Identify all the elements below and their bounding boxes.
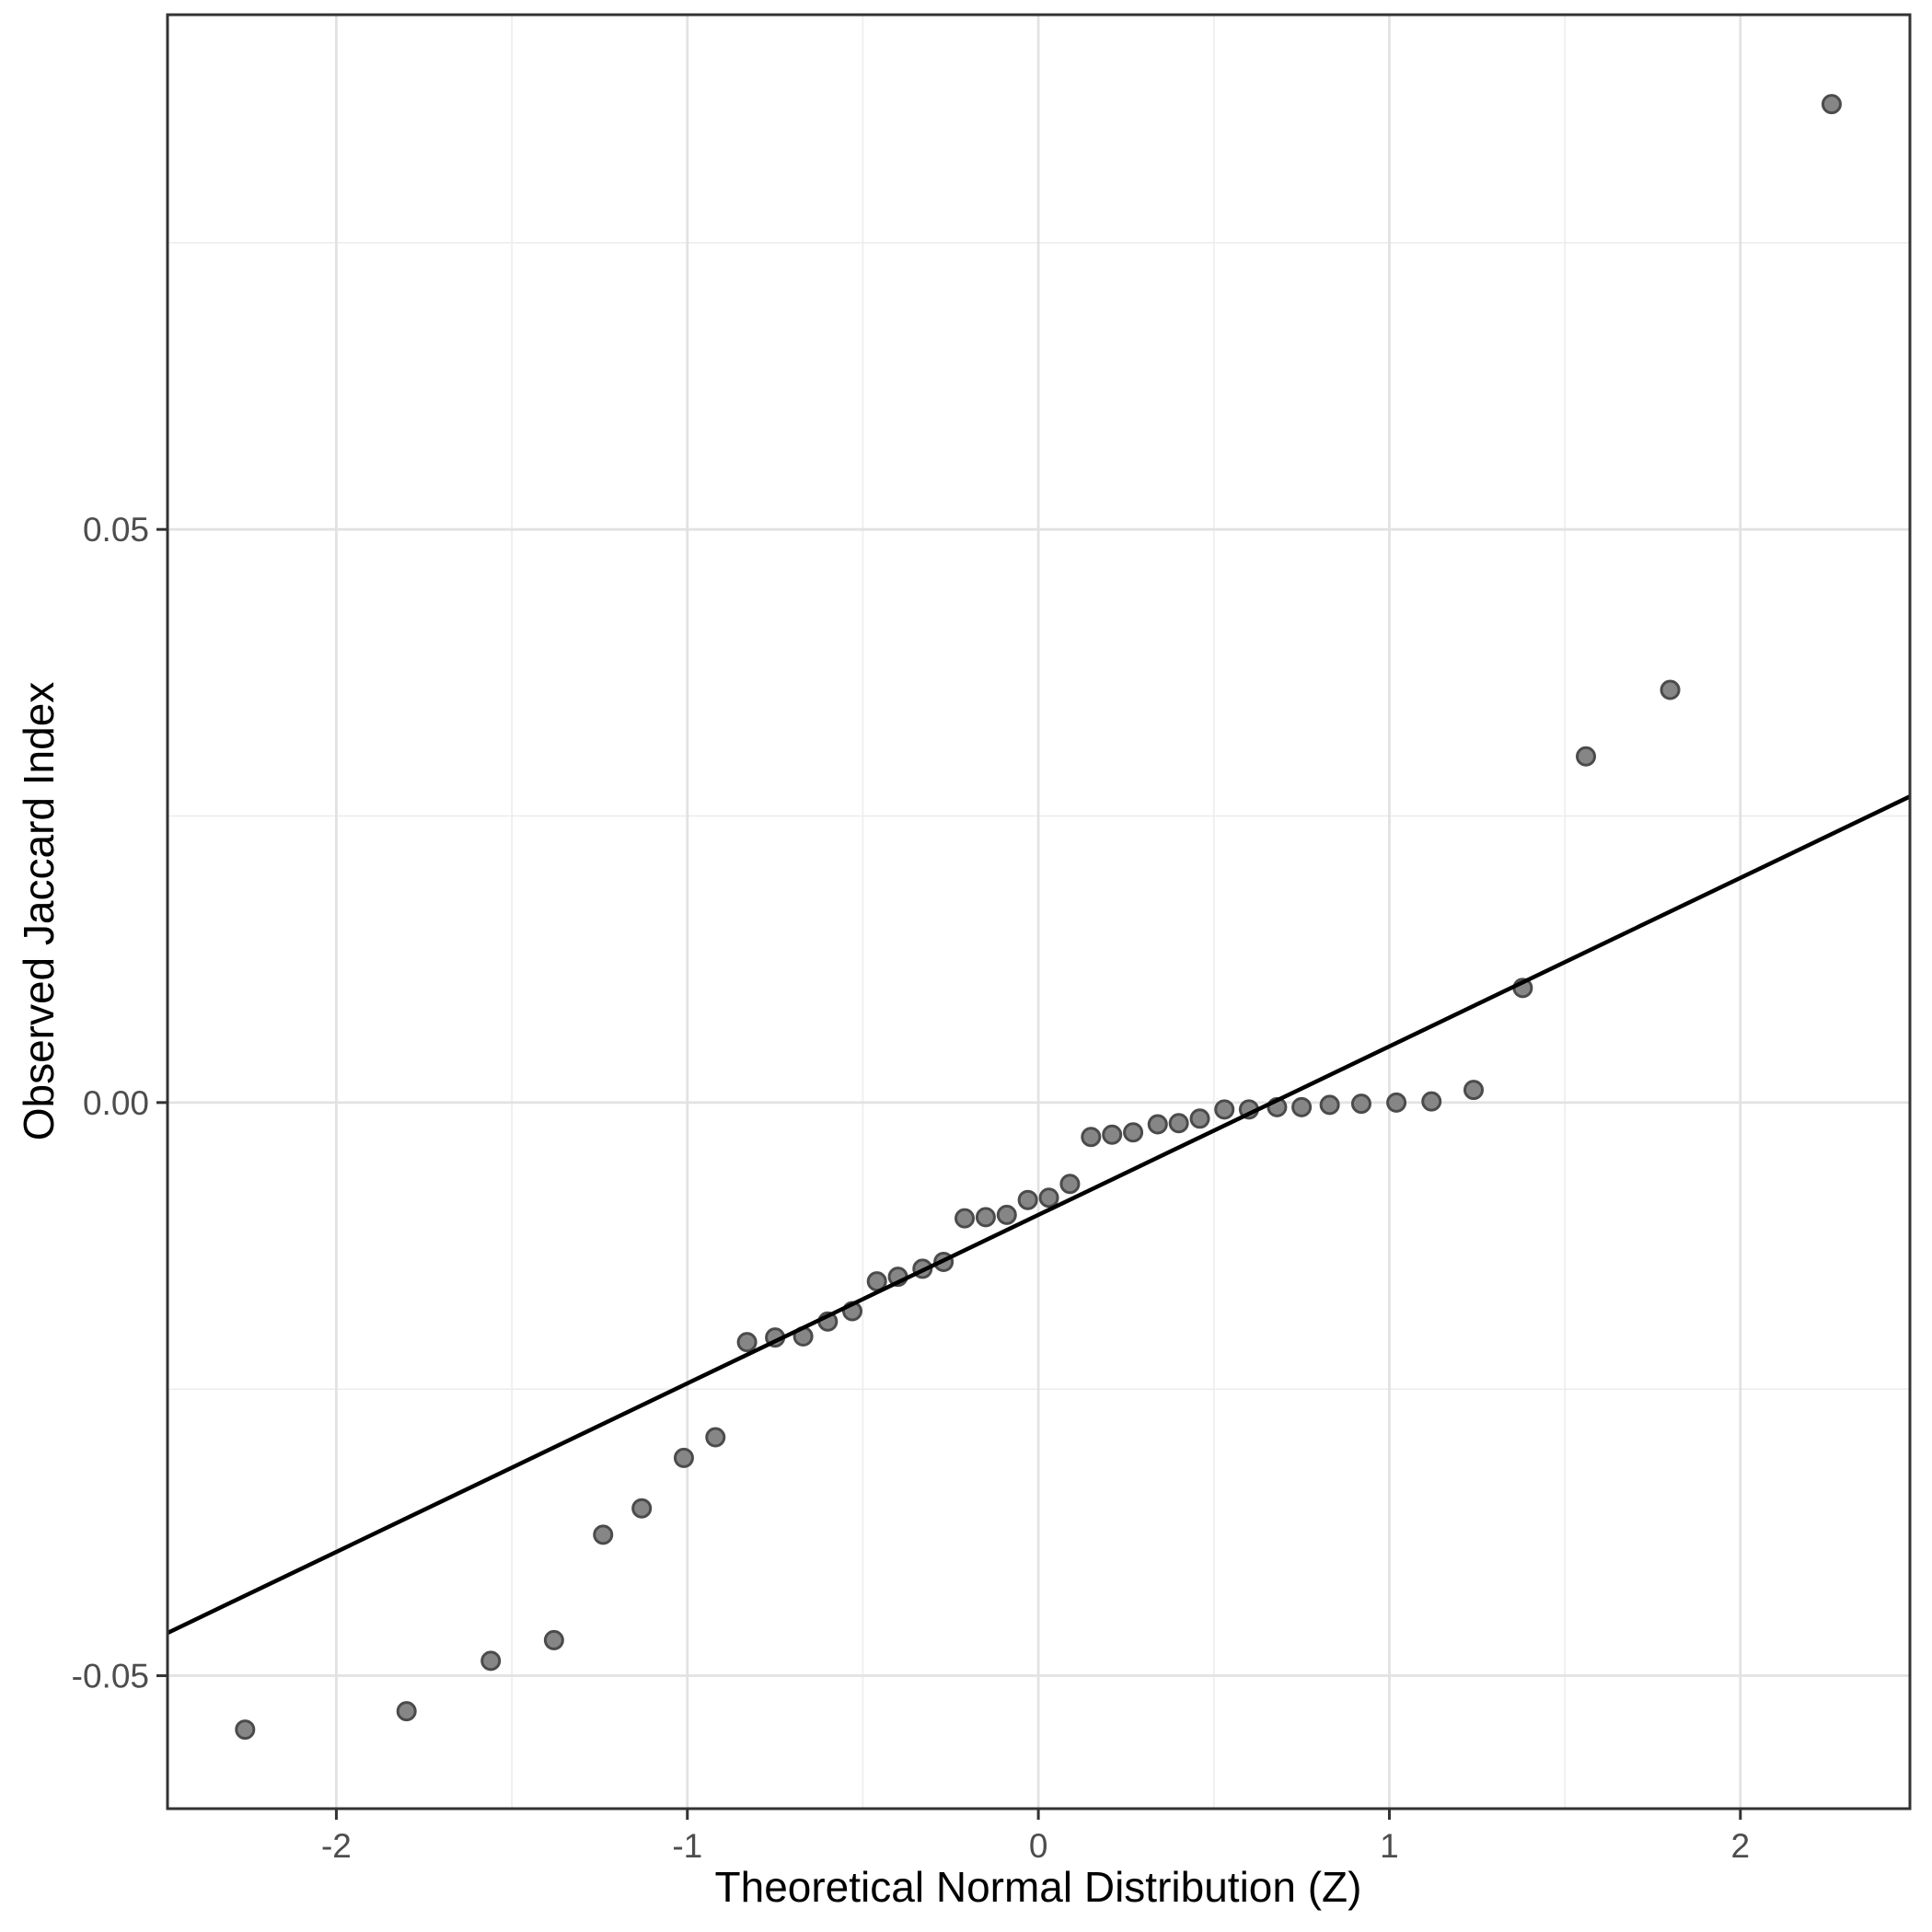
x-axis-title: Theoretical Normal Distribution (Z) <box>715 1863 1362 1911</box>
data-point <box>593 1524 614 1545</box>
data-point <box>975 1207 996 1228</box>
scatter-points-group <box>235 94 1842 1741</box>
data-point <box>954 1208 976 1229</box>
y-tick-label: 0.05 <box>83 511 149 549</box>
data-point <box>1576 746 1597 767</box>
data-point <box>1059 1174 1081 1195</box>
data-point <box>1821 94 1842 115</box>
y-tick-label: 0.00 <box>83 1084 149 1122</box>
y-tick-label: -0.05 <box>72 1658 149 1695</box>
data-point <box>1147 1114 1168 1135</box>
data-point <box>396 1701 417 1722</box>
data-point <box>235 1719 256 1741</box>
data-point <box>1102 1124 1123 1145</box>
qq-reference-line <box>167 794 1911 1636</box>
data-point <box>543 1629 564 1650</box>
data-point <box>705 1427 726 1448</box>
data-point <box>1386 1092 1407 1113</box>
data-point <box>1123 1122 1144 1143</box>
data-point <box>996 1204 1017 1225</box>
data-point <box>736 1332 758 1353</box>
data-point <box>1319 1094 1340 1116</box>
data-point <box>1017 1189 1038 1210</box>
x-tick-label: -1 <box>672 1827 702 1865</box>
x-tick-label: 2 <box>1731 1827 1751 1865</box>
data-point <box>1189 1108 1210 1129</box>
data-point <box>1214 1099 1235 1120</box>
data-point <box>1463 1080 1484 1101</box>
x-tick-label: 0 <box>1029 1827 1048 1865</box>
axis-ticks-group <box>156 527 1742 1820</box>
data-point <box>1291 1096 1313 1117</box>
tick-labels-group: -2 -1 0 1 2 0.05 0.00 -0.05 <box>72 511 1750 1865</box>
x-tick-label: -2 <box>321 1827 352 1865</box>
data-point <box>1168 1113 1189 1134</box>
y-axis-title: Observed Jaccard Index <box>15 682 63 1141</box>
gridlines-group <box>168 15 1910 1809</box>
data-point <box>1081 1127 1102 1148</box>
data-point <box>1038 1187 1059 1209</box>
reference-line-group <box>167 794 1911 1636</box>
data-point <box>631 1498 653 1519</box>
data-point <box>1421 1091 1442 1112</box>
x-tick-label: 1 <box>1380 1827 1399 1865</box>
data-point <box>480 1650 502 1672</box>
data-point <box>673 1447 694 1468</box>
data-point <box>1350 1093 1371 1115</box>
data-point <box>1660 679 1681 700</box>
